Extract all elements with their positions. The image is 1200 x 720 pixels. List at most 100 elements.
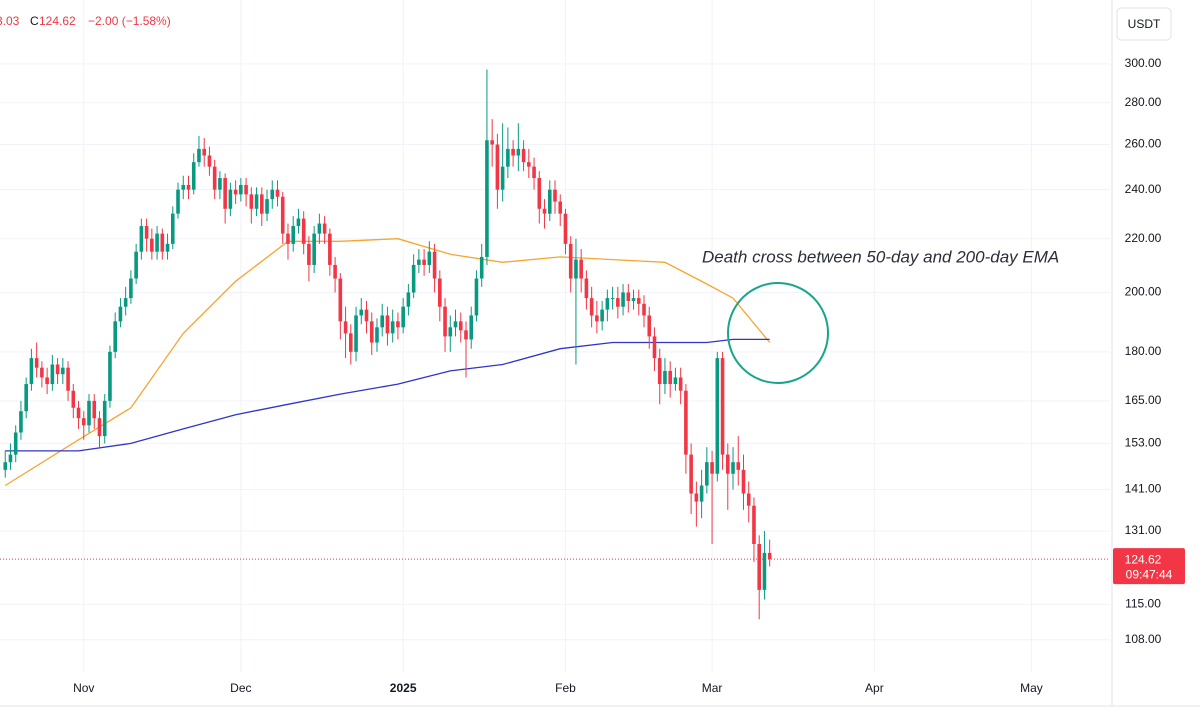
candle-body [396, 321, 400, 328]
candle-body [50, 364, 55, 385]
candle-body [385, 315, 390, 334]
candle-body [29, 358, 34, 385]
candle-body [422, 259, 426, 265]
candle-body [218, 178, 222, 190]
x-tick-label: Apr [865, 681, 884, 695]
header-change: −2.00 (−1.58%) [88, 14, 171, 28]
candle-body [647, 315, 652, 337]
candle-body [720, 358, 725, 455]
candle-body [558, 201, 563, 214]
candle-body [731, 462, 735, 474]
candle-body [406, 292, 411, 307]
y-tick-label: 131.00 [1125, 523, 1162, 537]
candle-body [705, 462, 709, 486]
currency-box[interactable] [1116, 7, 1172, 41]
candle-body [710, 462, 714, 474]
candle-body [181, 184, 186, 190]
candle-body [233, 189, 238, 195]
countdown: 09:47:44 [1126, 567, 1173, 581]
candle-body [673, 377, 678, 385]
candle-body [469, 315, 474, 340]
candle-body [176, 189, 180, 214]
candle-body [150, 238, 154, 252]
x-tick-label: Mar [702, 681, 723, 695]
ema-line [5, 338, 770, 452]
candle-body [694, 493, 699, 502]
candle-body [668, 370, 672, 385]
candle-body [265, 199, 269, 214]
candle-body [485, 140, 489, 257]
candle-body [19, 411, 23, 433]
plot [0, 69, 1110, 620]
candle-body [605, 298, 610, 310]
candle-body [589, 298, 594, 316]
candle-body [139, 226, 144, 252]
candle-body [453, 321, 458, 328]
y-tick-label: 141.00 [1125, 482, 1162, 496]
candle-body [631, 298, 636, 301]
candle-body [574, 259, 578, 279]
candle-body [3, 462, 8, 470]
candle-body [228, 189, 233, 209]
candle-body [636, 298, 641, 304]
candle-body [380, 315, 385, 328]
candle-body [521, 148, 526, 163]
candle-body [500, 166, 505, 190]
candle-body [736, 462, 741, 470]
candle-body [663, 370, 667, 385]
last-price-label: 124.62 [1125, 552, 1162, 566]
candle-body [160, 233, 165, 252]
candle-body [626, 292, 631, 301]
candle-body [689, 454, 693, 494]
candle-body [553, 189, 557, 202]
candle-body [678, 377, 683, 391]
candle-body [338, 278, 343, 322]
candle-body [13, 432, 18, 455]
candle-body [259, 194, 264, 214]
candle-body [212, 166, 217, 190]
candle-body [746, 493, 751, 506]
header-open: 3.03 [0, 14, 20, 28]
candle-body [506, 148, 510, 167]
header-close-label: C [30, 14, 39, 28]
candle-body [191, 162, 196, 190]
candle-body [354, 315, 358, 352]
candle-body [333, 264, 337, 279]
candle-body [87, 400, 91, 426]
candle-body [390, 321, 395, 334]
candle-body [642, 303, 646, 316]
x-tick-label: Feb [555, 681, 576, 695]
candle-body [81, 418, 86, 426]
candle-body [568, 243, 573, 279]
candle-body [490, 140, 494, 145]
currency[interactable]: USDT [1128, 17, 1161, 31]
candle-body [76, 407, 81, 419]
x-tick-label: May [1020, 681, 1043, 695]
candle-body [511, 148, 515, 156]
x-tick-label: Nov [73, 681, 94, 695]
candle-body [657, 358, 662, 385]
y-tick-label: 280.00 [1125, 95, 1162, 109]
candle-body [66, 367, 70, 391]
candle-body [118, 306, 123, 322]
candle-body [239, 184, 243, 195]
candle-body [61, 367, 65, 375]
candle-body [417, 259, 421, 265]
candle-body [202, 148, 206, 156]
candle-body [364, 309, 369, 322]
candle-body [113, 321, 117, 352]
candle-body [767, 552, 772, 560]
candle-body [401, 306, 405, 328]
x-tick-label: Dec [230, 681, 251, 695]
candle-body [291, 226, 296, 244]
candle-body [186, 184, 191, 190]
candle-body [92, 400, 97, 419]
candle-body [40, 367, 44, 378]
y-tick-label: 240.00 [1125, 182, 1162, 196]
candle-body [443, 306, 447, 337]
ema-line [4, 238, 771, 487]
candle-body [579, 259, 583, 279]
y-tick-label: 300.00 [1125, 56, 1162, 70]
candle-body [432, 251, 437, 279]
candle-body [699, 485, 704, 502]
